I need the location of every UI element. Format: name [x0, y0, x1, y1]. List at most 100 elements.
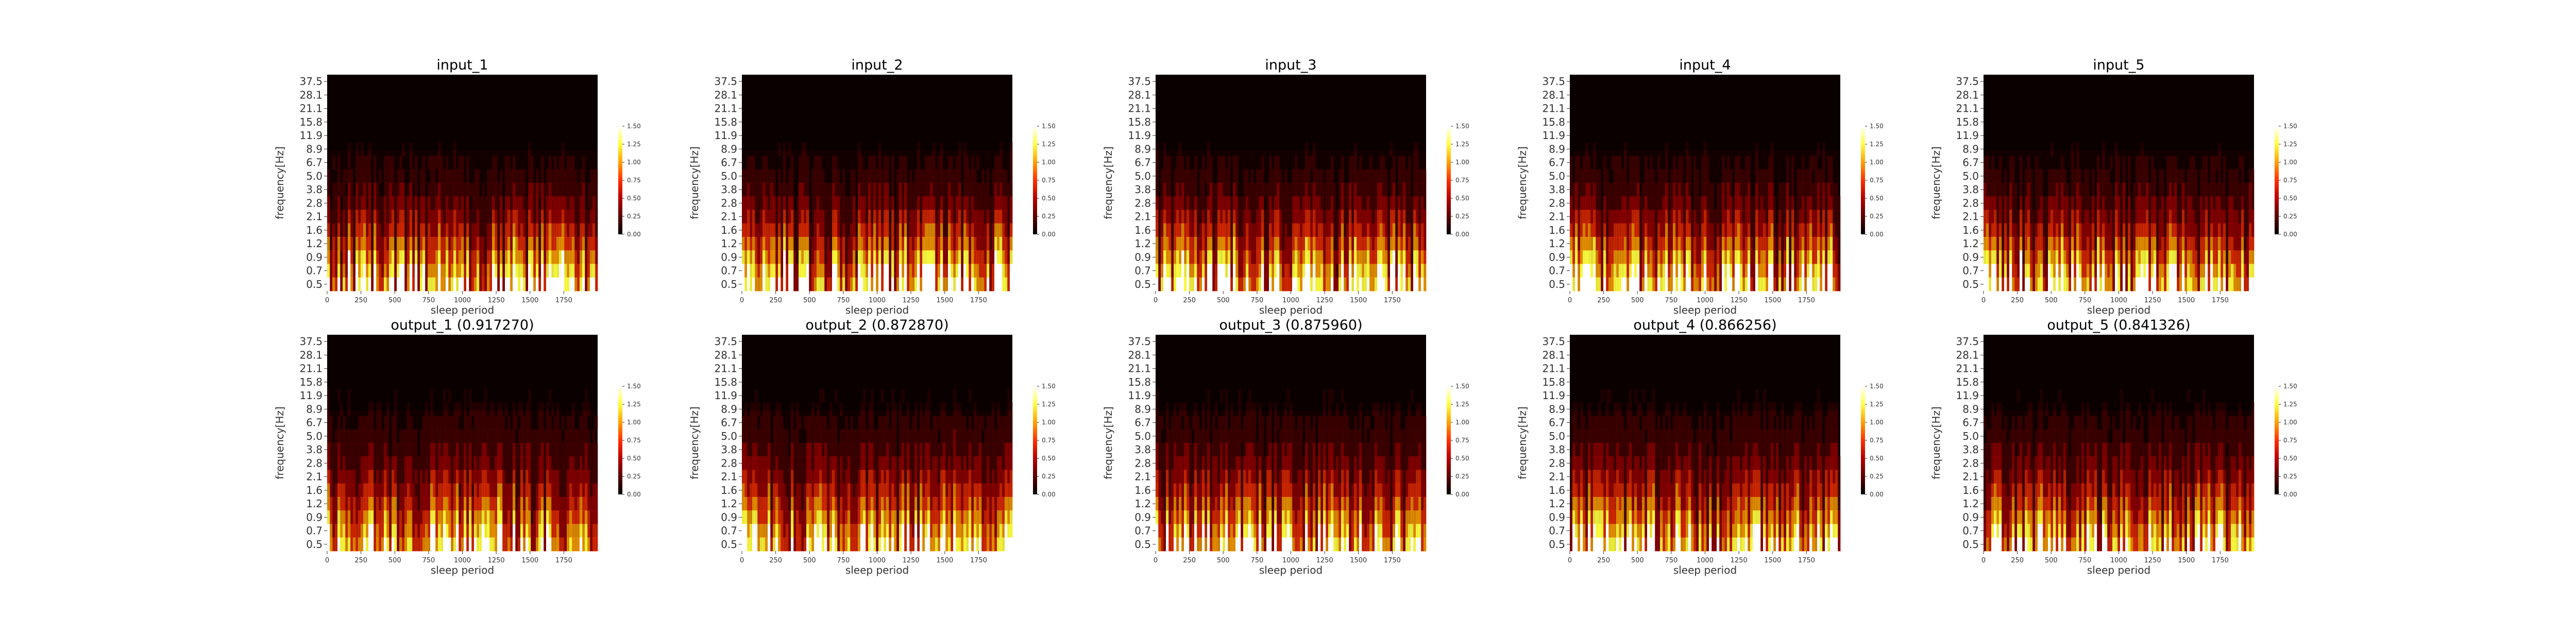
heatmap-cell [1624, 196, 1627, 211]
heatmap-cell [1171, 277, 1174, 291]
heatmap-cell [2128, 183, 2131, 197]
heatmap-cell [2190, 223, 2193, 237]
heatmap-cell [2221, 250, 2224, 265]
heatmap-cell [1807, 237, 1810, 251]
heatmap-cell [1660, 169, 1663, 183]
heatmap-cell [943, 250, 946, 265]
heatmap-cell [330, 210, 333, 224]
heatmap-cell [2236, 223, 2239, 237]
heatmap-cell [1246, 210, 1249, 224]
heatmap-cell [1593, 183, 1596, 197]
heatmap-cell [577, 237, 580, 251]
heatmap-cell [866, 264, 869, 278]
heatmap-cell [536, 223, 539, 237]
heatmap-cell [1583, 237, 1586, 251]
heatmap-cell [2218, 183, 2221, 197]
heatmap-cell [1994, 250, 1997, 265]
heatmap-cell [1290, 264, 1293, 278]
heatmap-cell [943, 237, 946, 251]
heatmap-cell [1593, 196, 1596, 211]
heatmap-cell [1737, 277, 1740, 291]
heatmap-cell [1418, 196, 1421, 211]
heatmap-cell [2076, 169, 2079, 183]
heatmap-cell [1650, 237, 1653, 251]
heatmap-cell [992, 237, 995, 251]
heatmap-cell [2128, 264, 2131, 278]
heatmap-cell [2061, 169, 2064, 183]
heatmap-cell [1572, 210, 1575, 224]
heatmap-cell [1817, 237, 1820, 251]
heatmap-cell [2233, 183, 2236, 197]
heatmap-cell [1755, 250, 1758, 265]
heatmap-cell [933, 169, 936, 183]
heatmap-cell [896, 183, 900, 197]
heatmap-cell [446, 277, 449, 291]
heatmap-cell [1246, 264, 1249, 278]
heatmap-cell [1809, 210, 1812, 224]
heatmap-cell [1794, 277, 1797, 291]
heatmap-cell [1192, 210, 1195, 224]
heatmap-cell [510, 169, 513, 183]
heatmap-cell [886, 237, 889, 251]
heatmap-cell [930, 156, 933, 170]
heatmap-cell [878, 156, 882, 170]
heatmap-cell [1387, 196, 1391, 211]
heatmap-cell [1266, 250, 1269, 265]
heatmap-cell [2146, 223, 2149, 237]
heatmap-cell [2012, 196, 2015, 211]
heatmap-cell [361, 223, 364, 237]
heatmap-cell [1706, 183, 1709, 197]
heatmap-cell [1781, 223, 1784, 237]
heatmap-cell [459, 250, 462, 265]
heatmap-cell [1740, 250, 1743, 265]
heatmap-cell [1809, 237, 1812, 251]
heatmap-cell [788, 196, 791, 211]
heatmap-cell [1693, 169, 1697, 183]
heatmap-cell [757, 237, 760, 251]
heatmap-cell [1405, 277, 1409, 291]
heatmap-cell [559, 210, 562, 224]
heatmap-cell [510, 196, 513, 211]
heatmap-cell [786, 264, 789, 278]
heatmap-cell [337, 264, 341, 278]
heatmap-cell [1804, 237, 1807, 251]
heatmap-cell [1999, 196, 2002, 211]
heatmap-cell [1411, 277, 1414, 291]
heatmap-cell [963, 264, 967, 278]
heatmap-cell [1302, 277, 1306, 291]
heatmap-cell [778, 264, 781, 278]
heatmap-cell [971, 210, 974, 224]
heatmap-cell [1745, 264, 1748, 278]
heatmap-cell [1318, 210, 1321, 224]
heatmap-cell [1385, 183, 1388, 197]
heatmap-cell [1986, 264, 1989, 278]
heatmap-cell [1668, 250, 1671, 265]
heatmap-cell [953, 277, 956, 291]
heatmap-cell [595, 169, 598, 183]
heatmap-cell [433, 277, 436, 291]
heatmap-cell [755, 250, 758, 265]
heatmap-cell [358, 223, 361, 237]
heatmap-cell [487, 277, 490, 291]
heatmap-cell [526, 264, 529, 278]
heatmap-cell [907, 183, 910, 197]
heatmap-cell [1212, 237, 1215, 251]
heatmap-cell [894, 277, 897, 291]
heatmap-cell [2169, 156, 2172, 170]
heatmap-cell [564, 169, 567, 183]
heatmap-cell [1274, 156, 1277, 170]
heatmap-cell [1763, 223, 1766, 237]
heatmap-cell [1156, 223, 1159, 237]
y-tick-label: 1.6 [721, 224, 737, 236]
heatmap-cell [788, 210, 791, 224]
heatmap-cell [914, 183, 918, 197]
heatmap-cell [788, 142, 791, 157]
heatmap-cell [1359, 156, 1362, 170]
heatmap-cell [819, 183, 822, 197]
heatmap-cell [420, 237, 423, 251]
heatmap-cell [1681, 250, 1684, 265]
heatmap-cell [420, 183, 423, 197]
heatmap-cell [1722, 210, 1725, 224]
heatmap-cell [1619, 210, 1622, 224]
heatmap-cell [971, 223, 974, 237]
